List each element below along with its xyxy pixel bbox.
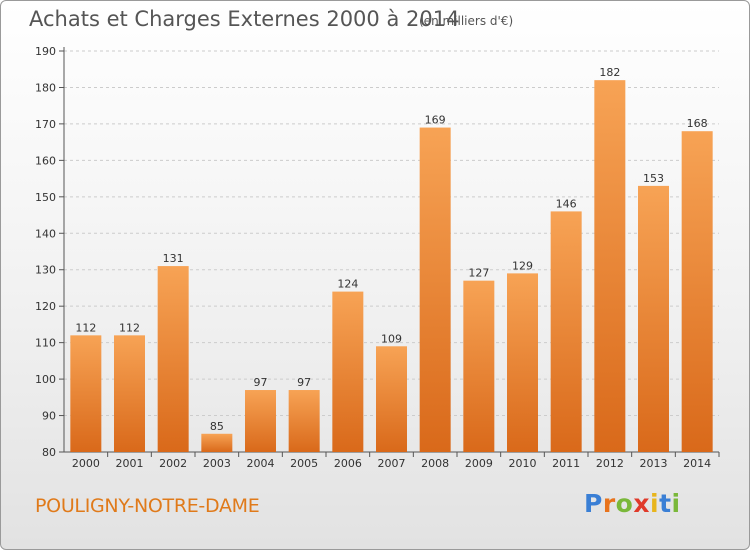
bar-value-label: 127	[468, 267, 489, 280]
x-tick-label: 2014	[683, 457, 711, 470]
bar	[245, 390, 276, 452]
bar	[594, 80, 626, 452]
x-tick-label: 2009	[465, 457, 493, 470]
proxiti-logo: Proxiti	[584, 489, 681, 518]
y-tick-label: 170	[35, 118, 56, 131]
x-tick-label: 2011	[552, 457, 580, 470]
bar-value-label: 146	[556, 197, 577, 210]
y-tick-label: 80	[42, 446, 56, 459]
x-tick-label: 2012	[596, 457, 624, 470]
logo-letter: P	[584, 489, 603, 518]
bar	[638, 185, 669, 452]
bar-value-label: 129	[512, 259, 533, 272]
bar-value-label: 109	[381, 332, 402, 345]
x-tick-label: 2000	[72, 457, 100, 470]
x-tick-label: 2006	[334, 457, 362, 470]
bar-value-label: 169	[425, 114, 446, 127]
y-tick-label: 120	[35, 300, 56, 313]
bar	[419, 127, 451, 453]
bar-value-label: 112	[75, 321, 96, 334]
chart-subtitle: (en milliers d'€)	[419, 14, 514, 28]
x-tick-label: 2013	[640, 457, 668, 470]
logo-letter: x	[633, 489, 650, 518]
x-tick-label: 2001	[116, 457, 144, 470]
y-tick-label: 130	[35, 264, 56, 277]
bar	[288, 390, 320, 452]
bar	[507, 273, 538, 452]
logo-letter: r	[602, 489, 616, 518]
chart-title: Achats et Charges Externes 2000 à 2014	[29, 7, 460, 31]
bar	[332, 291, 364, 452]
logo-letter: t	[659, 489, 672, 518]
commune-name: POULIGNY-NOTRE-DAME	[35, 495, 260, 517]
bar	[550, 211, 582, 452]
y-tick-label: 180	[35, 81, 56, 94]
bar-value-label: 131	[163, 252, 184, 265]
bar-value-label: 182	[599, 66, 620, 79]
bars	[70, 80, 713, 453]
bar	[376, 346, 407, 452]
y-tick-label: 160	[35, 154, 56, 167]
x-tick-label: 2002	[159, 457, 187, 470]
x-tick-label: 2007	[378, 457, 406, 470]
x-tick-label: 2004	[247, 457, 275, 470]
bar-value-label: 168	[687, 117, 708, 130]
y-tick-label: 110	[35, 337, 56, 350]
y-tick-label: 90	[42, 410, 56, 423]
bar	[114, 335, 145, 452]
bar	[70, 335, 102, 452]
bar-value-label: 153	[643, 172, 664, 185]
y-tick-label: 140	[35, 227, 56, 240]
logo-letter: o	[615, 489, 634, 518]
bar	[157, 266, 189, 452]
x-tick-label: 2010	[509, 457, 537, 470]
y-tick-label: 190	[35, 45, 56, 58]
labels: 80 90 100 110 120 130 140 150 160 170 180 190 112 200…	[35, 45, 711, 470]
y-tick-label: 100	[35, 373, 56, 386]
x-tick-label: 2008	[421, 457, 449, 470]
bar-value-label: 112	[119, 321, 140, 334]
bar	[681, 131, 713, 452]
x-tick-label: 2005	[290, 457, 318, 470]
y-tick-label: 150	[35, 191, 56, 204]
bar	[463, 280, 495, 452]
bar-value-label: 85	[210, 420, 224, 433]
logo-letter: i	[671, 489, 681, 518]
logo-letter: i	[650, 489, 660, 518]
bar-value-label: 97	[254, 376, 268, 389]
bar-value-label: 97	[297, 376, 311, 389]
bar-value-label: 124	[337, 278, 358, 291]
x-tick-label: 2003	[203, 457, 231, 470]
bar	[201, 433, 233, 452]
